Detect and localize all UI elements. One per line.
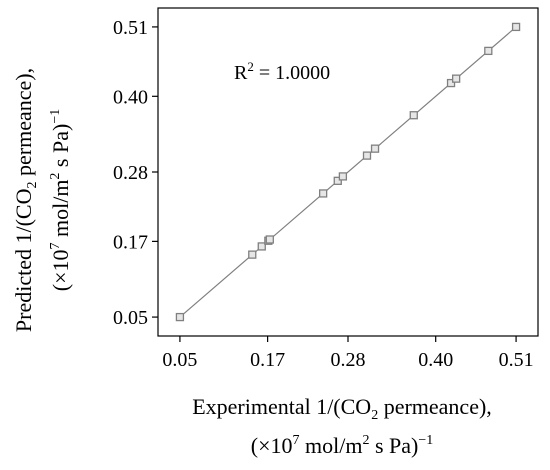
data-point	[333, 176, 342, 185]
x-axis-label-line1: Experimental 1/(CO2 permeance),	[192, 394, 492, 423]
x-tick-label: 0.51	[499, 349, 534, 371]
y-tick-label: 0.40	[113, 86, 148, 108]
r-squared-annotation: R2 = 1.0000	[234, 59, 330, 84]
data-point	[511, 22, 521, 32]
y-axis-label-line2: (×107 mol/m2 s Pa)−1	[48, 109, 73, 291]
y-tick-label: 0.51	[113, 17, 148, 39]
data-point	[370, 144, 380, 153]
y-tick-label: 0.28	[113, 162, 148, 184]
x-tick-label: 0.17	[250, 349, 285, 371]
data-point	[257, 242, 266, 251]
y-tick-label: 0.17	[113, 231, 148, 253]
x-tick-label: 0.28	[331, 349, 366, 371]
fit-line	[179, 26, 517, 318]
x-axis-label-line2: (×107 mol/m2 s Pa)−1	[251, 433, 433, 458]
data-point	[409, 111, 418, 120]
data-point	[248, 250, 257, 259]
x-tick-label: 0.05	[162, 349, 197, 371]
y-axis-ticks: 0.05 0.17 0.28 0.40 0.51	[113, 17, 158, 329]
y-tick-label: 0.05	[113, 307, 148, 329]
data-point	[265, 235, 274, 244]
data-point	[362, 151, 372, 160]
data-point	[319, 189, 328, 198]
x-tick-label: 0.40	[418, 349, 453, 371]
data-point	[484, 46, 493, 56]
data-point	[452, 74, 461, 83]
x-axis-ticks: 0.05 0.17 0.28 0.40 0.51	[162, 336, 534, 371]
data-points	[175, 22, 521, 322]
y-axis-label-line1: Predicted 1/(CO2 permeance),	[11, 68, 40, 332]
data-point	[338, 172, 348, 181]
data-point	[175, 312, 185, 322]
data-point	[446, 78, 456, 88]
